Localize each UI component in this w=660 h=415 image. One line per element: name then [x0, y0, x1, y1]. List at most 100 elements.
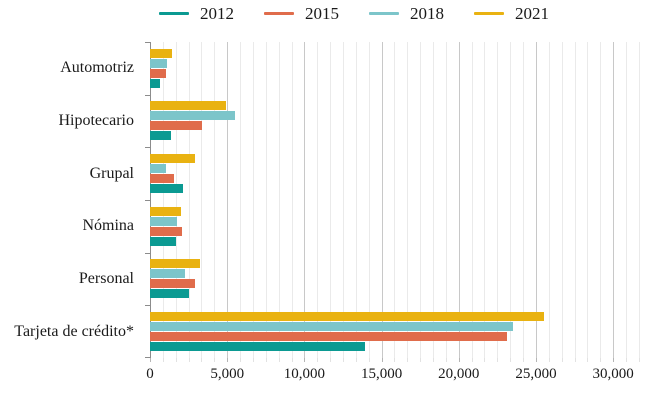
gridline [227, 42, 229, 358]
bar-automotriz-2018 [150, 58, 167, 68]
gridline [407, 42, 409, 358]
bar-personal-2018 [150, 269, 185, 279]
value-tick-label: 25,000 [515, 366, 557, 382]
bar-tarjeta-de-cr-dito-2012 [150, 342, 365, 352]
value-tick-label: 20,000 [438, 366, 480, 382]
bar-n-mina-2015 [150, 226, 182, 236]
bar-group-n-mina [150, 200, 644, 253]
bar-group-tarjeta-de-cr-dito [150, 305, 644, 358]
axis-tick [265, 358, 267, 362]
axis-tick [355, 358, 357, 362]
category-axis-tick [145, 94, 150, 96]
axis-tick [638, 358, 640, 362]
bar-n-mina-2021 [150, 206, 181, 216]
gridline [240, 42, 242, 358]
legend-line-icon [474, 12, 504, 15]
gridline [304, 42, 306, 358]
gridline [561, 42, 563, 358]
axis-tick [150, 358, 151, 362]
axis-tick [535, 358, 537, 362]
bar-personal-2015 [150, 279, 195, 289]
gridline [420, 42, 422, 358]
axis-tick [523, 358, 525, 362]
gridline [342, 42, 344, 358]
gridline [523, 42, 525, 358]
bar-automotriz-2015 [150, 68, 167, 78]
axis-tick [458, 358, 460, 362]
legend-item-2015: 2015 [264, 5, 339, 22]
bar-group-hipotecario [150, 95, 644, 148]
category-label-automotriz: Automotriz [60, 59, 134, 77]
axis-tick [342, 358, 344, 362]
gridline [278, 42, 280, 358]
value-tick-label: 0 [146, 366, 154, 382]
bar-n-mina-2018 [150, 216, 178, 226]
gridline [355, 42, 357, 358]
category-axis-tick [145, 357, 150, 358]
gridline [587, 42, 589, 358]
value-tick-label: 5,000 [210, 366, 245, 382]
category-axis-tick [145, 147, 150, 149]
bar-grupal-2021 [150, 154, 195, 164]
bar-group-personal [150, 253, 644, 306]
gridline [265, 42, 267, 358]
gridline [613, 42, 615, 358]
gridline [638, 42, 640, 358]
axis-tick [240, 358, 242, 362]
category-label-tarjeta-de-cr-dito: Tarjeta de crédito* [14, 322, 134, 340]
bar-hipotecario-2012 [150, 131, 171, 141]
axis-tick [510, 358, 512, 362]
value-tick-label: 10,000 [283, 366, 325, 382]
legend-label: 2012 [200, 4, 234, 23]
axis-tick [278, 358, 280, 362]
gridline [394, 42, 396, 358]
axis-tick [227, 358, 229, 362]
bar-tarjeta-de-cr-dito-2021 [150, 312, 544, 322]
legend-line-icon [369, 12, 399, 15]
bar-grupal-2018 [150, 164, 167, 174]
value-tick-label: 15,000 [360, 366, 403, 382]
gridline [317, 42, 319, 358]
axis-tick [600, 358, 602, 362]
bar-hipotecario-2015 [150, 121, 202, 131]
bar-automotriz-2012 [150, 78, 161, 88]
axis-tick [188, 358, 190, 362]
axis-tick [420, 358, 422, 362]
bar-automotriz-2021 [150, 48, 173, 58]
legend-label: 2021 [515, 4, 549, 23]
axis-tick [625, 358, 627, 362]
gridline [291, 42, 293, 358]
bar-tarjeta-de-cr-dito-2015 [150, 332, 507, 342]
category-label-n-mina: Nómina [82, 217, 134, 235]
category-label-personal: Personal [78, 269, 134, 287]
gridline [510, 42, 512, 358]
category-label-grupal: Grupal [89, 164, 134, 182]
gridline [497, 42, 499, 358]
gridline [201, 42, 203, 358]
legend-label: 2015 [305, 4, 339, 23]
gridline [535, 42, 537, 358]
axis-tick [304, 358, 306, 362]
axis-tick [561, 358, 563, 362]
legend-line-icon [159, 12, 189, 15]
axis-tick [394, 358, 396, 362]
gridline [600, 42, 602, 358]
axis-tick [162, 358, 164, 362]
axis-tick [407, 358, 409, 362]
legend-item-2021: 2021 [474, 5, 549, 22]
value-axis-labels: 0 5,000 10,000 15,000 20,000 25,000 30,000 [146, 366, 644, 388]
gridline [252, 42, 254, 358]
gridline [458, 42, 460, 358]
axis-tick [330, 358, 332, 362]
category-label-hipotecario: Hipotecario [58, 111, 134, 129]
gridline [381, 42, 383, 358]
bar-group-grupal [150, 147, 644, 200]
gridline [471, 42, 473, 358]
category-axis-tick [145, 252, 150, 254]
category-axis-labels: Automotriz Hipotecario Grupal Nómina Persona… [0, 42, 142, 358]
category-axis-tick [145, 200, 150, 201]
category-axis-tick [145, 305, 150, 307]
axis-tick [445, 358, 447, 362]
legend-item-2018: 2018 [369, 5, 444, 22]
